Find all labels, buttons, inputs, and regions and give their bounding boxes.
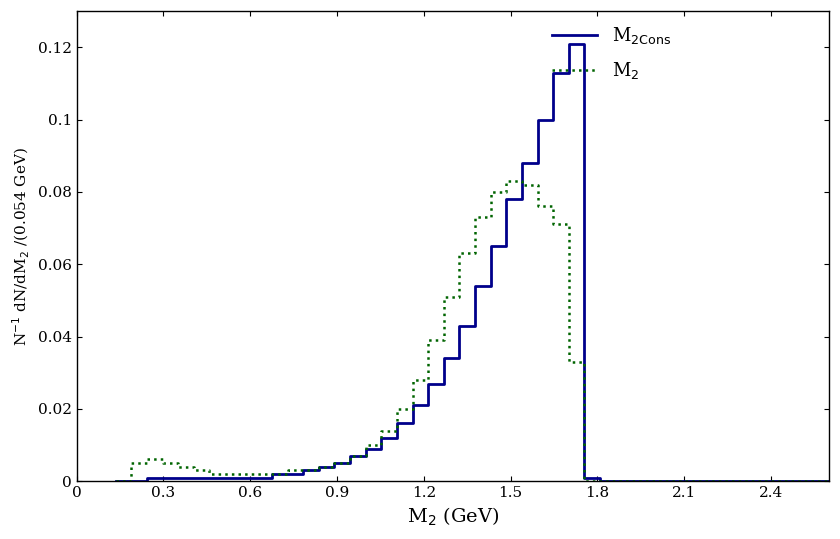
Line: M$_{2\mathrm{Cons}}$: M$_{2\mathrm{Cons}}$ (116, 44, 834, 481)
M$_2$ (549, 203, 559, 210)
Line: M$_2$: M$_2$ (116, 181, 834, 481)
M$_2$ (829, 478, 839, 485)
M$_2$ (642, 478, 652, 485)
M$_{2\mathrm{Cons}}$ (829, 478, 839, 485)
M$_{2\mathrm{Cons}}$ (689, 478, 699, 485)
Legend: M$_{2\mathrm{Cons}}$, M$_2$: M$_{2\mathrm{Cons}}$, M$_2$ (552, 25, 671, 81)
M$_{2\mathrm{Cons}}$ (673, 478, 683, 485)
M$_{2\mathrm{Cons}}$ (111, 478, 121, 485)
M$_2$ (501, 178, 512, 184)
M$_{2\mathrm{Cons}}$ (564, 40, 574, 47)
M$_2$ (720, 478, 730, 485)
M$_{2\mathrm{Cons}}$ (720, 478, 730, 485)
M$_2$ (673, 478, 683, 485)
M$_2$ (689, 478, 699, 485)
M$_{2\mathrm{Cons}}$ (689, 478, 699, 485)
Y-axis label: N$^{-1}$ dN/dM$_2$ /(0.054 GeV): N$^{-1}$ dN/dM$_2$ /(0.054 GeV) (11, 147, 32, 345)
M$_2$ (689, 478, 699, 485)
M$_2$ (111, 478, 121, 485)
M$_{2\mathrm{Cons}}$ (533, 116, 543, 123)
X-axis label: M$_2$ (GeV): M$_2$ (GeV) (407, 506, 499, 528)
M$_{2\mathrm{Cons}}$ (642, 478, 652, 485)
